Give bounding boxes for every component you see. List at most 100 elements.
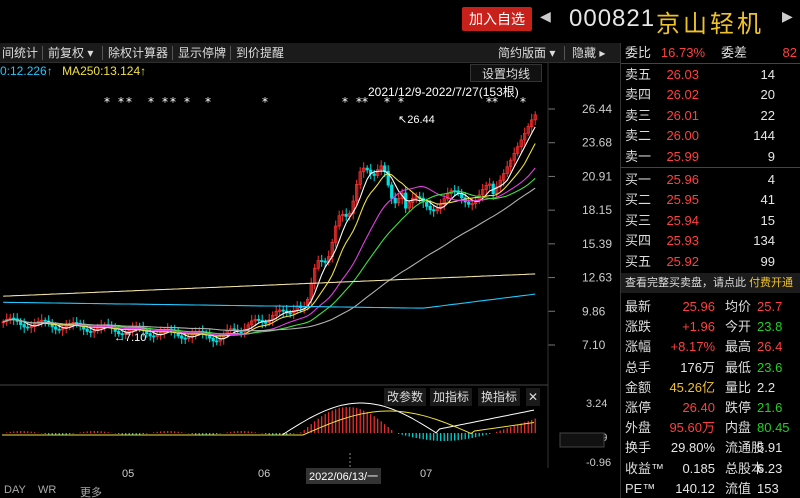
event-marker-icon: * bbox=[342, 95, 348, 109]
bid-row[interactable]: 买二 25.95 41 bbox=[621, 190, 800, 209]
ask-price: 26.02 bbox=[666, 87, 699, 103]
ask-volume: 9 bbox=[767, 148, 775, 164]
high-price-label: ↖26.44 bbox=[398, 114, 435, 126]
paid-upgrade-link[interactable]: 付费开通 bbox=[749, 277, 794, 289]
y-tick-label: 7.10 bbox=[582, 338, 606, 352]
tab-wr[interactable]: WR bbox=[38, 484, 57, 496]
next-stock-icon[interactable]: ▶ bbox=[782, 8, 793, 24]
stat-label: 外盘 bbox=[625, 420, 652, 436]
event-marker-icon: * bbox=[162, 95, 168, 109]
interval-stats-button[interactable]: 间统计 bbox=[2, 46, 39, 60]
tab-more[interactable]: 更多 bbox=[80, 487, 102, 498]
stat-label: 流值 bbox=[725, 480, 752, 496]
ma60-line bbox=[3, 187, 536, 332]
stat-value: 45.26亿 bbox=[669, 379, 715, 395]
date-tick: 07 bbox=[420, 468, 433, 480]
stat-label: 涨跌 bbox=[625, 319, 652, 335]
bid-row[interactable]: 买四 25.93 134 bbox=[621, 231, 800, 250]
ask-row[interactable]: 卖五 26.03 14 bbox=[621, 65, 800, 84]
stat-row: 涨停 26.40 跌停 21.6 bbox=[621, 398, 800, 417]
stat-row: 换手 29.80% 流通股 5.91 bbox=[621, 438, 800, 457]
stat-label: 最低 bbox=[725, 359, 752, 375]
adjust-type-dropdown[interactable]: 前复权 ▾ bbox=[48, 46, 94, 60]
sub-y-tick: -0.96 bbox=[586, 457, 611, 468]
event-marker-icon: * bbox=[362, 95, 368, 109]
ma-settings-button[interactable]: 设置均线 bbox=[470, 64, 542, 82]
stat-value: 26.40 bbox=[682, 400, 715, 415]
date-range-label: 2021/12/9-2022/7/27(153根) bbox=[368, 85, 519, 99]
stat-label: 总股本 bbox=[725, 460, 765, 476]
header-bar: 加入自选 ◀ 000821 京山轻机 ▶ bbox=[0, 0, 800, 40]
stat-label: 收益™ bbox=[625, 460, 665, 476]
bid-volume: 4 bbox=[767, 172, 775, 187]
stat-label: 量比 bbox=[725, 379, 752, 395]
stat-label: 总手 bbox=[625, 359, 652, 375]
event-marker-icon: * bbox=[205, 95, 211, 109]
stat-value: 5.91 bbox=[757, 440, 783, 456]
change-indicator-button[interactable]: 换指标 bbox=[478, 388, 520, 406]
ask-price: 25.99 bbox=[666, 148, 699, 164]
macd-histogram bbox=[6, 407, 536, 441]
show-suspension-button[interactable]: 显示停牌 bbox=[178, 46, 227, 60]
stat-row: 外盘 95.60万 内盘 80.45 bbox=[621, 418, 800, 437]
bid-row[interactable]: 买一 25.96 4 bbox=[621, 170, 800, 189]
weicha-label: 委差 bbox=[721, 45, 748, 60]
ma5-line bbox=[3, 126, 536, 340]
stat-row: PE™ 140.12 流值 153 bbox=[621, 479, 800, 498]
stat-row: 涨幅 +8.17% 最高 26.4 bbox=[621, 337, 800, 356]
stat-value: 26.4 bbox=[757, 339, 783, 355]
edit-params-button[interactable]: 改参数 bbox=[384, 388, 426, 406]
ask-row[interactable]: 卖一 25.99 9 bbox=[621, 147, 800, 166]
ask-level-label: 卖一 bbox=[625, 148, 652, 164]
stat-value: 21.6 bbox=[757, 400, 783, 415]
ask-volume: 14 bbox=[760, 67, 775, 82]
stat-value: 80.45 bbox=[757, 420, 790, 436]
stat-label: 金额 bbox=[625, 379, 652, 395]
y-tick-label: 23.68 bbox=[582, 136, 612, 150]
stat-value: 23.6 bbox=[757, 359, 783, 375]
add-to-watchlist-button[interactable]: 加入自选 bbox=[462, 7, 532, 31]
event-marker-icon: * bbox=[126, 95, 132, 109]
bid-row[interactable]: 买三 25.94 15 bbox=[621, 211, 800, 230]
tab-day[interactable]: DAY bbox=[4, 484, 26, 496]
y-tick-label: 9.86 bbox=[582, 304, 606, 318]
stat-row: 收益™ 0.185 总股本 6.23 bbox=[621, 459, 800, 478]
ask-price: 26.03 bbox=[666, 67, 699, 82]
stat-value: 25.7 bbox=[757, 299, 783, 314]
weicha-value: 82 bbox=[782, 45, 797, 60]
ask-price: 26.00 bbox=[666, 128, 699, 144]
stat-value: +8.17% bbox=[670, 339, 715, 355]
ma-legend: 0:12.226↑ MA250:13.124↑ bbox=[0, 64, 146, 78]
stat-label: 内盘 bbox=[725, 420, 752, 436]
ask-row[interactable]: 卖二 26.00 144 bbox=[621, 126, 800, 145]
event-marker-icon: * bbox=[356, 95, 362, 109]
stat-row: 总手 176万 最低 23.6 bbox=[621, 358, 800, 377]
event-marker-icon: * bbox=[486, 95, 492, 109]
bid-row[interactable]: 买五 25.92 99 bbox=[621, 252, 800, 271]
ask-volume: 20 bbox=[760, 87, 775, 103]
hide-panel-button[interactable]: 隐藏 ▸ bbox=[572, 46, 606, 60]
stat-row: 涨跌 +1.96 今开 23.8 bbox=[621, 317, 800, 336]
full-orderbook-hint[interactable]: 查看完整买卖盘，请点此 付费开通 bbox=[621, 273, 800, 293]
ma20-line bbox=[3, 167, 536, 336]
candlesticks bbox=[1, 111, 537, 348]
stat-row: 最新 25.96 均价 25.7 bbox=[621, 297, 800, 316]
ask-row[interactable]: 卖四 26.02 20 bbox=[621, 85, 800, 104]
ex-rights-calculator-button[interactable]: 除权计算器 bbox=[108, 46, 169, 60]
kline-chart[interactable]: 26.44 23.68 20.91 18.15 15.39 12.63 9.86 7.10 ↖2… bbox=[0, 63, 620, 468]
ask-level-label: 卖三 bbox=[625, 107, 652, 123]
indicator-tabs: DAY WR 更多 bbox=[0, 484, 620, 498]
stat-value: 176万 bbox=[680, 359, 715, 375]
stat-label: 流通股 bbox=[725, 440, 765, 456]
bid-price: 25.92 bbox=[666, 253, 699, 269]
stock-name: 京山轻机 bbox=[656, 11, 764, 38]
stat-label: 均价 bbox=[725, 299, 752, 314]
prev-stock-icon[interactable]: ◀ bbox=[540, 8, 551, 24]
stat-label: 涨停 bbox=[625, 400, 652, 415]
price-alert-button[interactable]: 到价提醒 bbox=[236, 46, 285, 60]
add-indicator-button[interactable]: 加指标 bbox=[430, 388, 472, 406]
close-indicator-icon[interactable]: ✕ bbox=[526, 388, 540, 406]
ask-row[interactable]: 卖三 26.01 22 bbox=[621, 106, 800, 125]
layout-dropdown[interactable]: 简约版面 ▾ bbox=[498, 46, 556, 60]
stat-label: 最新 bbox=[625, 299, 652, 314]
